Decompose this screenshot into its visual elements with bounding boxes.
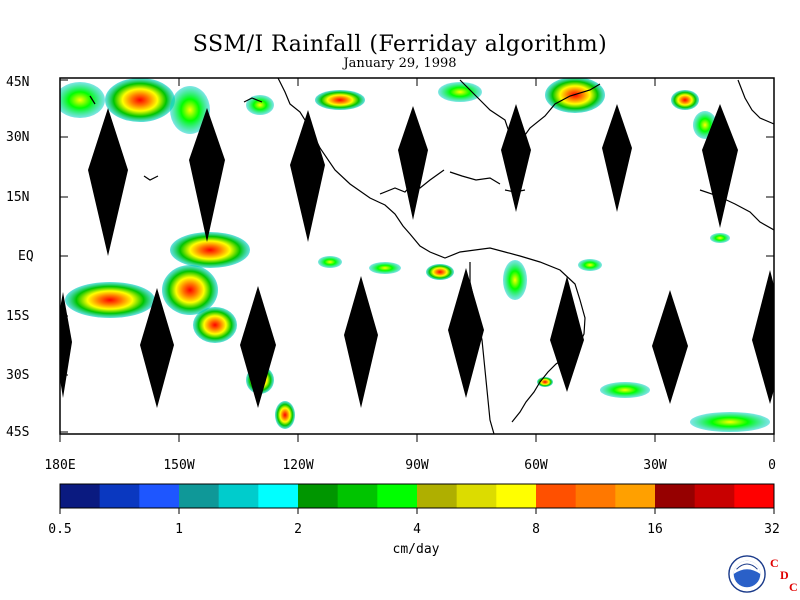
colorbar-swatch [536,484,577,508]
colorbar [59,483,775,509]
noaa-logo [728,555,766,593]
map-title: SSM/I Rainfall (Ferriday algorithm) [192,32,608,57]
colorbar-swatch [139,484,180,508]
x-label-0: 0 [768,458,776,473]
y-label-45n: 45N [6,75,30,90]
colorbar-unit: cm/day [392,542,440,557]
x-label-30w: 30W [643,458,667,473]
colorbar-label-16: 16 [647,522,663,537]
x-label-60w: 60W [524,458,548,473]
y-label-30n: 30N [6,130,30,145]
x-axis-ticks [59,78,775,442]
x-label-90w: 90W [405,458,429,473]
colorbar-label-2: 2 [294,522,302,537]
colorbar-swatch [496,484,537,508]
y-label-45s: 45S [6,425,30,440]
rainfall-field [60,78,770,432]
colorbar-swatch [655,484,696,508]
colorbar-label-8: 8 [532,522,540,537]
colorbar-swatch [456,484,497,508]
map-plot-area [60,78,774,434]
colorbar-swatch [60,484,101,508]
x-label-120w: 120W [282,458,314,473]
y-axis-ticks [60,79,774,433]
colorbar-swatch [417,484,458,508]
colorbar-swatch [575,484,616,508]
y-label-30s: 30S [6,368,30,383]
colorbar-swatch [615,484,656,508]
x-label-150w: 150W [163,458,195,473]
colorbar-swatch [179,484,220,508]
colorbar-swatch [258,484,299,508]
cdc-letter-d: D [780,568,789,582]
colorbar-label-4: 4 [413,522,421,537]
y-label-15s: 15S [6,309,30,324]
swath-gaps [60,104,774,408]
colorbar-label-1: 1 [175,522,183,537]
coastlines [89,78,774,434]
colorbar-swatch [218,484,259,508]
cdc-letter-c2: C [789,580,798,594]
colorbar-swatch [377,484,418,508]
colorbar-label-32: 32 [764,522,780,537]
colorbar-label-0-5: 0.5 [48,522,72,537]
y-label-eq: EQ [18,249,34,264]
x-label-180e: 180E [44,458,76,473]
colorbar-ticks [59,508,775,514]
colorbar-swatch [337,484,378,508]
map-date: January 29, 1998 [343,56,457,71]
colorbar-swatch [694,484,735,508]
colorbar-swatch [99,484,140,508]
cdc-letter-c1: C [770,556,779,570]
colorbar-swatch [734,484,775,508]
colorbar-swatch [298,484,339,508]
y-label-15n: 15N [6,190,30,205]
